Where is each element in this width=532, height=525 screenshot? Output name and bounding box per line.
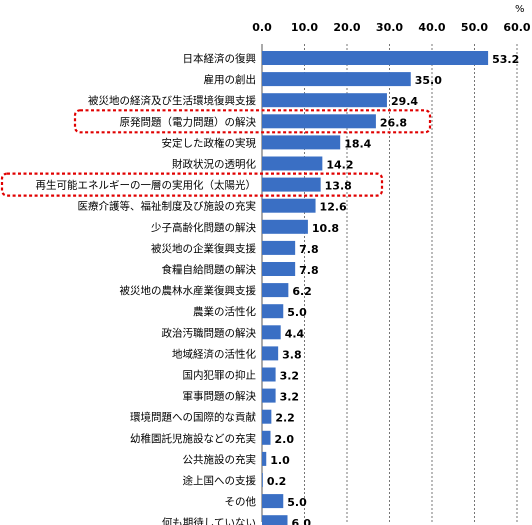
bar xyxy=(262,72,411,87)
bar xyxy=(262,198,316,213)
value-label: 2.2 xyxy=(275,412,295,425)
bar xyxy=(262,515,288,525)
category-label: 何も期待していない xyxy=(162,516,256,525)
bar xyxy=(262,156,323,171)
highlight-box xyxy=(73,109,432,134)
category-label: その他 xyxy=(225,495,257,508)
bar xyxy=(262,219,308,234)
bar xyxy=(262,51,489,65)
bar xyxy=(262,283,289,298)
value-label: 7.8 xyxy=(299,264,319,277)
x-tick-label: 50.0 xyxy=(461,21,488,34)
bar xyxy=(262,367,276,382)
category-label: 被災地の農林水産業復興支援 xyxy=(120,284,257,297)
x-tick-label: 0.0 xyxy=(252,21,272,34)
bar xyxy=(262,494,284,509)
category-label: 農業の活性化 xyxy=(193,305,256,318)
x-axis-ticks: 0.0 10.0 20.0 30.0 40.0 50.0 60.0 xyxy=(252,21,531,34)
value-label: 2.0 xyxy=(275,433,295,446)
value-label: 6.0 xyxy=(292,517,312,525)
value-label: 6.2 xyxy=(292,285,312,298)
bar xyxy=(262,388,276,403)
value-label: 29.4 xyxy=(391,95,418,108)
value-label: 10.8 xyxy=(312,222,339,235)
category-label: 雇用の創出 xyxy=(204,73,257,86)
value-label: 4.4 xyxy=(285,327,305,340)
x-tick-label: 40.0 xyxy=(418,21,445,34)
bar xyxy=(262,409,272,424)
x-tick-label: 30.0 xyxy=(376,21,403,34)
highlight-boxes xyxy=(0,109,432,197)
category-label: 環境問題への国際的な貢献 xyxy=(130,411,256,424)
category-label: 途上国への支援 xyxy=(183,474,257,487)
value-label: 3.8 xyxy=(282,348,302,361)
value-labels: 53.2 35.0 29.4 26.8 18.4 14.2 13.8 12.6 10.8 7.8 7… xyxy=(267,53,519,525)
value-label: 5.0 xyxy=(287,496,307,509)
category-label: 医療介護等、福祉制度及び施設の充実 xyxy=(78,200,257,213)
category-label: 地域経済の活性化 xyxy=(172,347,256,360)
category-label: 少子高齢化問題の解決 xyxy=(151,221,256,234)
value-label: 1.0 xyxy=(270,454,290,467)
value-label: 5.0 xyxy=(287,306,307,319)
bar xyxy=(262,346,279,361)
bar xyxy=(262,262,296,276)
category-label: 幼稚園託児施設などの充実 xyxy=(130,432,256,445)
category-label: 日本経済の復興 xyxy=(183,52,257,65)
category-label: 被災地の企業復興支援 xyxy=(151,242,256,255)
category-label: 国内犯罪の抑止 xyxy=(183,369,257,382)
value-label: 12.6 xyxy=(320,201,347,214)
bars xyxy=(262,51,489,525)
value-label: 0.2 xyxy=(267,475,287,488)
value-label: 3.2 xyxy=(280,391,300,404)
bar xyxy=(262,430,271,445)
bar xyxy=(262,240,296,255)
category-label: 政治汚職問題の解決 xyxy=(162,326,257,339)
value-label: 35.0 xyxy=(415,74,442,87)
category-label: 再生可能エネルギーの一層の実用化（太陽光） xyxy=(36,179,257,192)
category-label: 公共施設の充実 xyxy=(183,453,257,466)
bar xyxy=(262,473,263,487)
x-tick-label: 10.0 xyxy=(291,21,318,34)
category-label: 財政状況の透明化 xyxy=(172,158,256,171)
value-label: 13.8 xyxy=(325,180,352,193)
value-label: 53.2 xyxy=(492,53,519,66)
value-label: 18.4 xyxy=(344,137,371,150)
value-label: 7.8 xyxy=(299,243,319,256)
x-tick-label: 60.0 xyxy=(503,21,530,34)
bar xyxy=(262,325,281,340)
value-label: 14.2 xyxy=(326,159,353,172)
category-label: 安定した政権の実現 xyxy=(162,136,257,149)
bar xyxy=(262,93,387,108)
category-label: 食糧自給問題の解決 xyxy=(162,263,257,276)
category-label: 軍事問題の解決 xyxy=(183,390,257,403)
bar xyxy=(262,304,284,319)
category-labels: 日本経済の復興雇用の創出被災地の経済及び生活環境復興支援原発問題（電力問題）の解… xyxy=(36,52,257,525)
category-label: 被災地の経済及び生活環境復興支援 xyxy=(88,94,256,107)
bar xyxy=(262,114,376,129)
bar xyxy=(262,451,267,466)
x-tick-label: 20.0 xyxy=(333,21,360,34)
category-label: 原発問題（電力問題）の解決 xyxy=(120,115,257,128)
value-label: 3.2 xyxy=(280,370,300,383)
bar xyxy=(262,135,341,150)
unit-label: % xyxy=(515,4,525,15)
bar xyxy=(262,177,321,192)
value-label: 26.8 xyxy=(380,116,407,129)
